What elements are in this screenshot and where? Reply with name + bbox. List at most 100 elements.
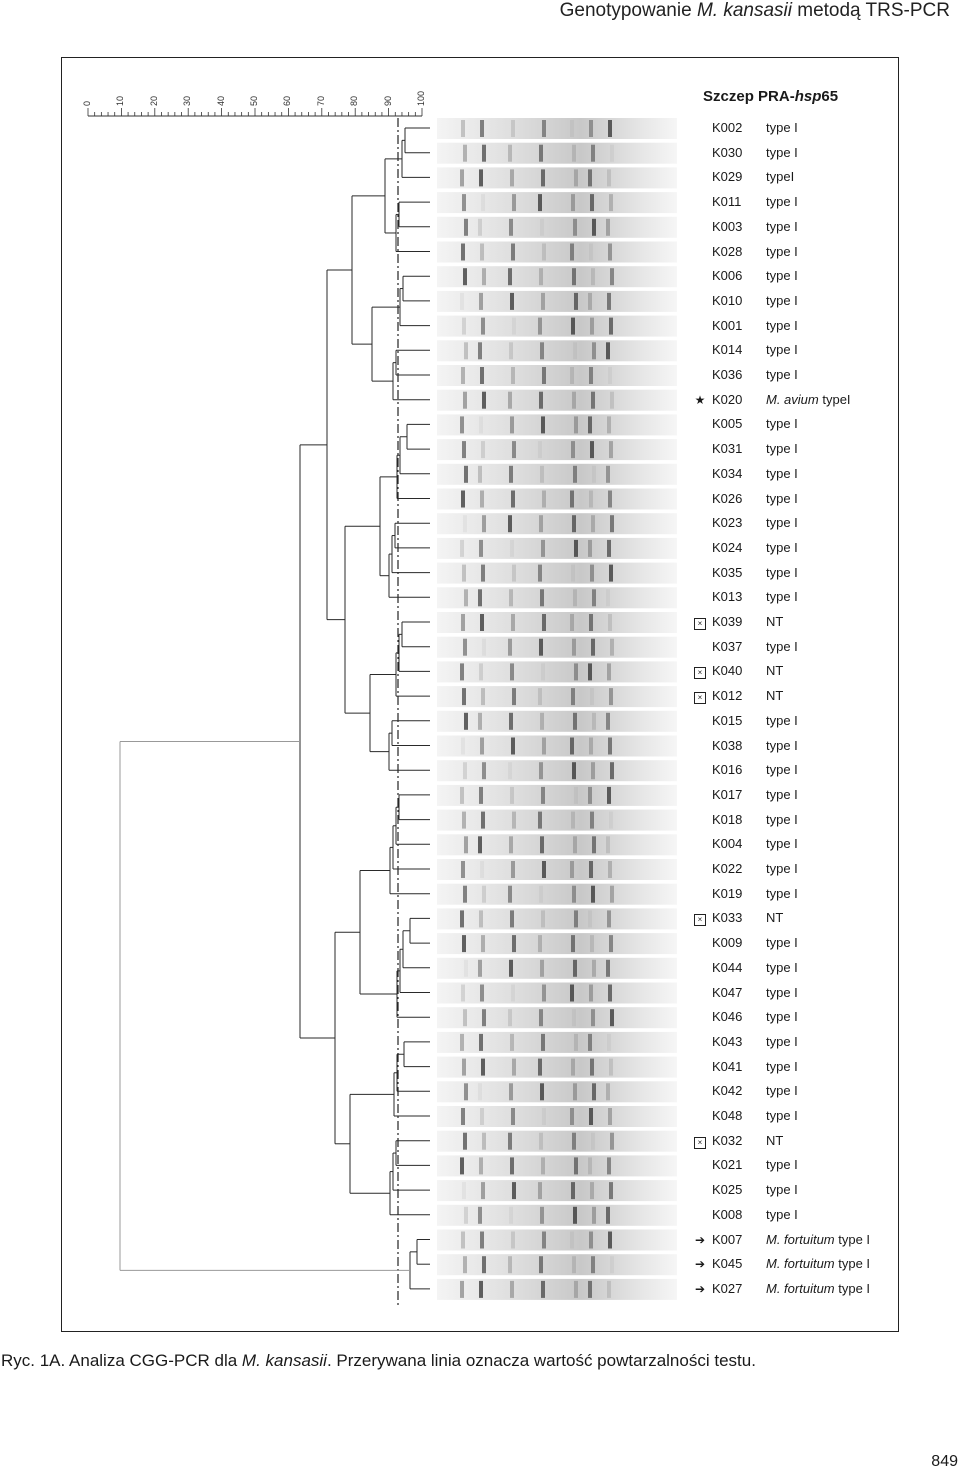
- strain-type: type I: [766, 885, 798, 901]
- strain-id: K014: [712, 342, 743, 358]
- strain-row: K003 type I: [690, 217, 890, 237]
- strain-id: K023: [712, 515, 743, 531]
- strain-type: type I: [766, 737, 798, 753]
- scale-label: 50: [249, 95, 259, 106]
- strain-row: K048 type I: [690, 1106, 890, 1126]
- strain-type: type I: [766, 342, 798, 358]
- strain-type: type I: [766, 836, 798, 852]
- strain-id: K046: [712, 1009, 743, 1025]
- strain-row: K022 type I: [690, 859, 890, 879]
- strain-id: K045: [712, 1256, 743, 1272]
- strain-type: NT: [766, 663, 784, 679]
- strain-row: ➔ K007 M. fortuitum type I: [690, 1230, 890, 1250]
- strain-type: type I: [766, 564, 798, 580]
- strain-row: K030 type I: [690, 143, 890, 163]
- strain-id: K019: [712, 885, 743, 901]
- caption-suffix: . Przerywana linia oznacza wartość powta…: [326, 1351, 756, 1370]
- strain-id: K001: [712, 317, 743, 333]
- strain-species: M. fortuitum: [766, 1280, 835, 1296]
- strain-row: K008 type I: [690, 1205, 890, 1225]
- strain-row: K013 type I: [690, 587, 890, 607]
- scale-label: 30: [182, 95, 193, 106]
- strain-id: K036: [712, 367, 743, 382]
- strain-row: K014 type I: [690, 340, 890, 360]
- strain-type: type I: [766, 1033, 798, 1049]
- strain-id: K032: [712, 1132, 743, 1148]
- strain-type: M. fortuitum type I: [766, 1280, 871, 1296]
- strain-id: K016: [712, 762, 743, 778]
- strain-id: K017: [712, 786, 743, 802]
- strain-row: K001 type I: [690, 316, 890, 336]
- strain-type: NT: [766, 910, 784, 926]
- strain-row: ➔ K045 M. fortuitum type I: [690, 1254, 890, 1274]
- running-header: Genotypowanie M. kansasii metodą TRS-PCR: [560, 0, 950, 22]
- strain-type: type I: [766, 811, 798, 827]
- strain-type: type I: [766, 935, 798, 951]
- strain-id: K030: [712, 144, 743, 160]
- strain-id: K025: [712, 1182, 743, 1198]
- strain-type: type I: [766, 515, 798, 531]
- strain-id: K042: [712, 1083, 743, 1099]
- strain-id: K047: [712, 984, 743, 1000]
- strain-row: K016 type I: [690, 760, 890, 780]
- strain-row: K036 type I: [690, 365, 890, 385]
- strain-type: M. fortuitum type I: [766, 1256, 871, 1272]
- strain-row: K047 type I: [690, 983, 890, 1003]
- strain-type: type I: [766, 1157, 798, 1173]
- strain-row: K037 type I: [690, 637, 890, 657]
- strain-type: type I: [766, 243, 798, 259]
- strain-type: type I: [766, 1058, 798, 1074]
- strain-id: K011: [712, 194, 742, 210]
- strain-row: K017 type I: [690, 785, 890, 805]
- strain-row: K004 type I: [690, 834, 890, 854]
- strain-row: K019 type I: [690, 884, 890, 904]
- strain-id: K033: [712, 910, 743, 926]
- scale-label: 10: [115, 95, 126, 106]
- strain-id: K027: [712, 1280, 743, 1296]
- strain-species: M. fortuitum: [766, 1256, 835, 1272]
- boxed-x-icon: ×: [690, 686, 710, 706]
- column-title-prefix: Szczep PRA-: [703, 88, 795, 105]
- strain-row: K041 type I: [690, 1057, 890, 1077]
- column-title-suffix: 65: [821, 88, 839, 105]
- dendrogram: [119, 127, 430, 1290]
- strain-id: K009: [712, 935, 743, 951]
- strain-id: K029: [712, 169, 743, 185]
- strain-id: K008: [712, 1206, 743, 1222]
- strain-id: K018: [712, 811, 743, 827]
- strain-row: K010 type I: [690, 291, 890, 311]
- strain-type: type I: [766, 490, 798, 506]
- scale-label: 0: [82, 100, 92, 106]
- strain-id: K013: [712, 589, 743, 605]
- boxed-x-icon: ×: [690, 612, 710, 632]
- strain-type: type I: [766, 367, 798, 382]
- strain-type: type I: [766, 861, 798, 876]
- boxed-x-icon: ×: [690, 908, 710, 928]
- scale-label: 80: [349, 95, 360, 106]
- strain-type: M. avium typeI: [766, 391, 851, 407]
- strain-row: K009 type I: [690, 933, 890, 953]
- strain-row: K034 type I: [690, 464, 890, 484]
- strain-id: K038: [712, 737, 743, 753]
- strain-species: M. avium: [766, 391, 819, 407]
- figure-caption: Ryc. 1A. Analiza CGG-PCR dla M. kansasii…: [1, 1351, 756, 1371]
- boxed-x-icon: ×: [690, 1131, 710, 1151]
- strain-type: type I: [766, 218, 798, 234]
- figure-frame: [61, 57, 899, 1332]
- strain-row: × K039 NT: [690, 612, 890, 632]
- strain-id: K041: [712, 1058, 743, 1074]
- strain-type: type I: [766, 416, 798, 432]
- strain-type: type I: [766, 465, 798, 481]
- page-number: 849: [931, 1453, 958, 1470]
- strain-row: ➔ K027 M. fortuitum type I: [690, 1279, 890, 1299]
- strain-type: type I: [766, 959, 798, 975]
- strain-row: K006 type I: [690, 266, 890, 286]
- scale-label: 60: [282, 95, 293, 106]
- strain-type: type I: [766, 292, 798, 308]
- scale-label: 70: [315, 95, 326, 106]
- arrow-right-icon: ➔: [694, 1281, 706, 1296]
- strain-type: type I: [766, 1009, 798, 1025]
- strain-type: type I: [766, 1182, 798, 1198]
- arrow-right-icon: ➔: [694, 1232, 706, 1247]
- strain-type: type I: [766, 317, 798, 333]
